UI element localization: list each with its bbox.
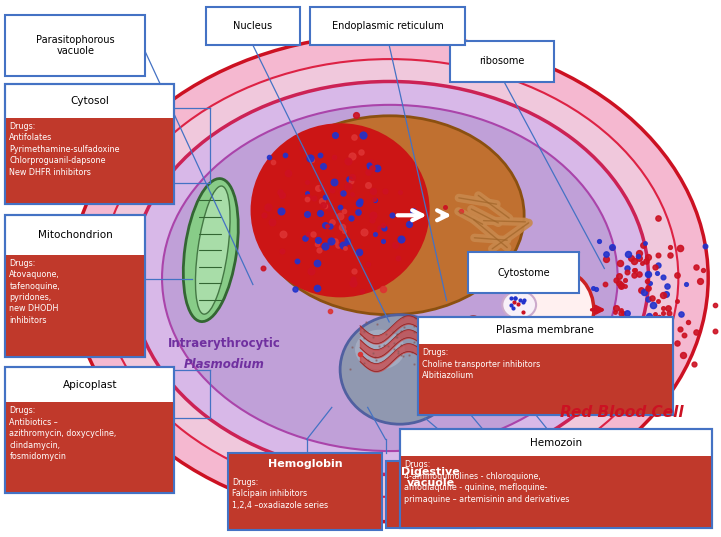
Text: Drugs:
Atovaquone,
tafenoquine,
pyridones,
new DHODH
inhibitors: Drugs: Atovaquone, tafenoquine, pyridone… <box>9 259 60 325</box>
FancyBboxPatch shape <box>6 255 146 357</box>
Ellipse shape <box>183 179 238 322</box>
Ellipse shape <box>71 34 708 521</box>
Ellipse shape <box>355 330 404 369</box>
FancyBboxPatch shape <box>206 7 299 45</box>
Text: Mitochondrion: Mitochondrion <box>38 230 112 240</box>
Text: Parasitophorous
vacuole: Parasitophorous vacuole <box>36 35 115 56</box>
FancyBboxPatch shape <box>6 84 174 205</box>
FancyBboxPatch shape <box>418 344 673 416</box>
Ellipse shape <box>255 116 524 315</box>
FancyBboxPatch shape <box>6 118 174 205</box>
Text: Drugs:
4-aminoquinolines - chloroquione,
amodiaquine - quinine, mefloquine-
prim: Drugs: 4-aminoquinolines - chloroquione,… <box>404 460 570 504</box>
FancyBboxPatch shape <box>6 215 146 357</box>
Text: Hemozoin: Hemozoin <box>530 438 582 448</box>
Text: Nucleus: Nucleus <box>234 21 273 31</box>
FancyBboxPatch shape <box>228 453 382 530</box>
Text: Intraerythrocytic: Intraerythrocytic <box>168 337 280 350</box>
FancyBboxPatch shape <box>6 403 174 493</box>
FancyBboxPatch shape <box>400 456 712 527</box>
Text: Endoplasmic reticulum: Endoplasmic reticulum <box>332 21 443 31</box>
FancyBboxPatch shape <box>418 317 673 416</box>
Text: Digestive
vacuole: Digestive vacuole <box>401 467 460 488</box>
Ellipse shape <box>470 260 508 290</box>
Text: Drugs:
Antibiotics –
azithromycin, doxycycline,
clindamycin,
fosmidomycin: Drugs: Antibiotics – azithromycin, doxyc… <box>9 407 117 461</box>
Text: Red Blood Cell: Red Blood Cell <box>560 405 684 420</box>
Text: Cytostome: Cytostome <box>497 267 550 278</box>
Text: Plasmodium: Plasmodium <box>184 358 265 371</box>
Ellipse shape <box>195 186 230 314</box>
Ellipse shape <box>251 124 430 297</box>
Ellipse shape <box>485 324 524 355</box>
FancyBboxPatch shape <box>400 429 712 527</box>
Text: ribosome: ribosome <box>479 56 525 67</box>
Text: Drugs:
Antifolates
Pyrimethamine-sulfadoxine
Chlorproguanil-dapsone
New DHFR inh: Drugs: Antifolates Pyrimethamine-sulfado… <box>9 122 120 177</box>
Ellipse shape <box>340 315 459 424</box>
Text: Apicoplast: Apicoplast <box>63 380 117 390</box>
Ellipse shape <box>503 291 536 319</box>
Ellipse shape <box>162 105 618 451</box>
Ellipse shape <box>519 258 549 282</box>
FancyBboxPatch shape <box>6 367 174 493</box>
Text: Hemoglobin: Hemoglobin <box>267 460 342 469</box>
Ellipse shape <box>131 82 648 474</box>
FancyBboxPatch shape <box>6 14 146 76</box>
Text: Drugs:
Choline transporter inhibitors
Albitiazolium: Drugs: Choline transporter inhibitors Al… <box>422 348 540 380</box>
FancyBboxPatch shape <box>310 7 464 45</box>
FancyBboxPatch shape <box>468 252 579 293</box>
Text: Plasma membrane: Plasma membrane <box>496 325 594 336</box>
Ellipse shape <box>524 270 594 350</box>
Text: Drugs:
Falcipain inhibitors
1,2,4 –oxadiazole series: Drugs: Falcipain inhibitors 1,2,4 –oxadi… <box>231 478 328 510</box>
Ellipse shape <box>102 59 678 497</box>
Text: Cytosol: Cytosol <box>70 96 109 106</box>
FancyBboxPatch shape <box>386 461 475 527</box>
FancyBboxPatch shape <box>450 41 554 82</box>
